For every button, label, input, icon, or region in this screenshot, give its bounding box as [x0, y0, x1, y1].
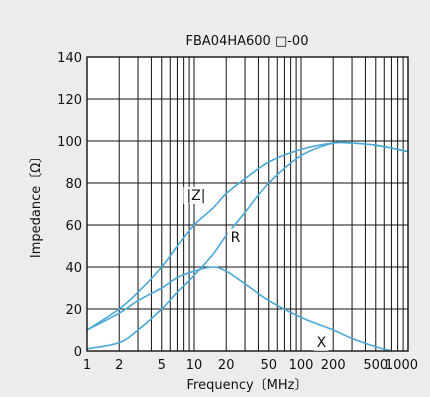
y-tick-labels: 0 20 40 60 80 100 120 140 [57, 51, 82, 360]
y-tick-label: 40 [65, 261, 82, 276]
plot-area [87, 57, 408, 351]
y-tick-label: 120 [57, 93, 82, 108]
series-label: |Z| [186, 188, 205, 204]
x-tick-label: 50 [261, 358, 278, 373]
x-tick-label: 1 [83, 358, 91, 373]
y-axis-label: Impedance〔Ω〕 [29, 150, 44, 258]
x-tick-label: 1000 [385, 358, 418, 373]
series-label: X [317, 335, 327, 351]
series-label-bg [227, 228, 243, 246]
series-line-x [86, 266, 392, 352]
series-label: R [231, 230, 241, 246]
grid [87, 57, 408, 351]
x-axis-label: Frequency〔MHz〕 [187, 378, 308, 393]
y-tick-label: 0 [74, 345, 82, 360]
x-tick-label: 100 [289, 358, 314, 373]
y-tick-label: 60 [65, 219, 82, 234]
series-label-bg [183, 186, 217, 204]
series-label-bg [313, 333, 329, 351]
x-tick-label: 10 [186, 358, 203, 373]
plot-frame [86, 56, 409, 352]
chart-title: FBA04HA600 □-00 [186, 34, 309, 49]
x-tick-label: 2 [115, 358, 123, 373]
x-tick-label: 500 [363, 358, 388, 373]
curves [86, 141, 409, 352]
x-tick-label: 20 [218, 358, 235, 373]
x-tick-label: 200 [321, 358, 346, 373]
series-line-r [86, 141, 409, 350]
y-tick-label: 80 [65, 177, 82, 192]
y-tick-label: 100 [57, 135, 82, 150]
y-tick-label: 20 [65, 303, 82, 318]
x-tick-label: 5 [158, 358, 166, 373]
series-labels: |Z| R X [183, 186, 329, 351]
y-tick-label: 140 [57, 51, 82, 66]
